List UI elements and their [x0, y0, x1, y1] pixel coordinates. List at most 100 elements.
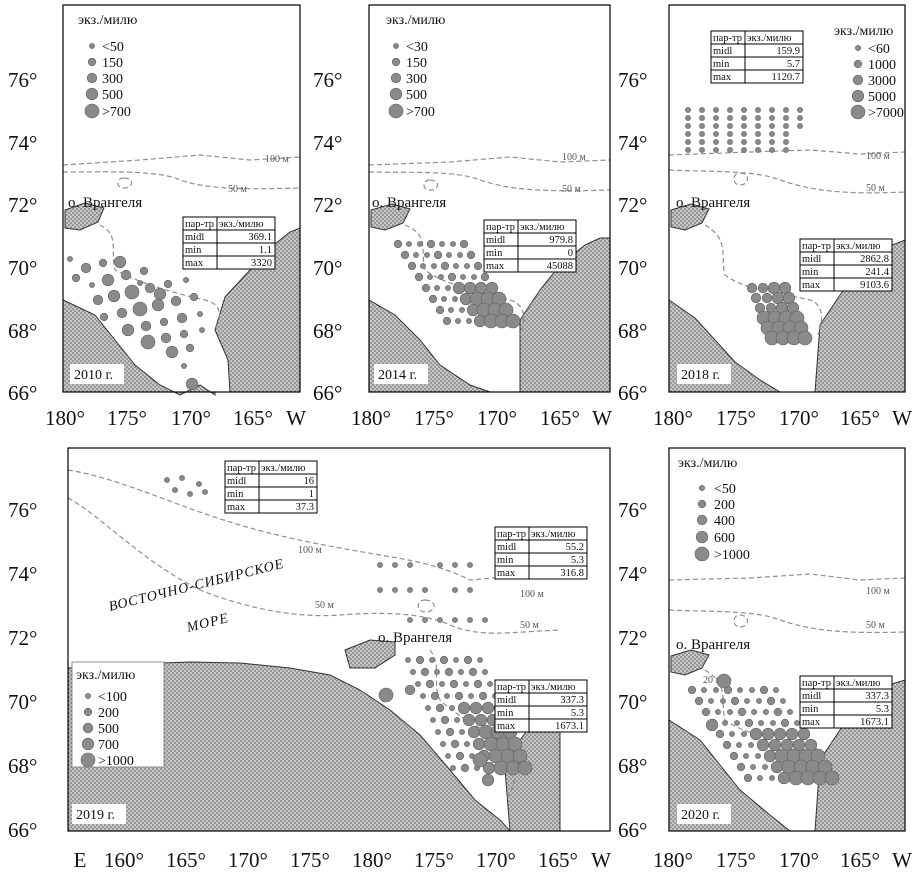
value-min: 5.7 — [787, 59, 800, 70]
y-tick: 74° — [618, 131, 647, 155]
svg-text:2020 г.: 2020 г. — [681, 808, 720, 823]
station-dot — [737, 687, 743, 693]
station-dot — [446, 252, 452, 258]
station-dot — [428, 294, 438, 304]
station-dot — [727, 107, 733, 113]
station-dot — [151, 298, 165, 312]
station-dot — [701, 707, 711, 717]
station-dot — [755, 131, 761, 137]
station-dot — [413, 252, 419, 258]
station-dot — [769, 147, 775, 153]
row-label-midl: midl — [486, 235, 505, 246]
station-dot — [448, 307, 454, 313]
value-midl: 337.3 — [865, 691, 889, 702]
station-dot — [144, 282, 156, 294]
station-dot — [165, 345, 179, 359]
x-tick: 170° — [228, 848, 268, 872]
station-dot — [468, 667, 478, 677]
wrangel-island-2019 — [344, 639, 396, 669]
station-dot — [473, 261, 483, 271]
station-dot — [797, 123, 803, 129]
legend-item-2018-0: <60 — [868, 42, 890, 57]
isobaths-2018: 100 м 50 м — [668, 149, 906, 336]
legend-item-2020-0: <50 — [714, 482, 736, 497]
station-dot — [406, 241, 412, 247]
station-dot — [183, 277, 189, 283]
station-dot — [783, 107, 789, 113]
station-dot — [785, 727, 799, 741]
legend-title-2010: экз./милю — [78, 13, 137, 28]
x-tick: 165° — [840, 848, 880, 872]
station-dot — [699, 139, 705, 145]
table-header-param: пар-тр — [713, 33, 742, 44]
station-dot — [741, 107, 747, 113]
station-dot — [722, 720, 728, 726]
isobath-label-100: 100 м — [866, 586, 891, 597]
table-header-param: пар-тр — [802, 678, 831, 689]
station-dot — [179, 329, 189, 339]
row-label-max: max — [802, 717, 821, 728]
station-dot — [505, 313, 521, 329]
station-dot — [455, 751, 465, 761]
row-label-max: max — [185, 258, 204, 269]
station-dot — [435, 729, 441, 735]
x-tick: W — [892, 406, 912, 430]
station-dot — [457, 252, 463, 258]
station-dot — [458, 669, 464, 675]
legend-2018: экз./милю <60 1000 3000 5000 >7000 — [834, 24, 904, 121]
station-dot — [197, 311, 203, 317]
station-dot — [699, 131, 705, 137]
value-min: 5.3 — [876, 704, 889, 715]
value-min: 241.4 — [865, 267, 889, 278]
station-dot — [773, 727, 787, 741]
station-dot — [466, 250, 476, 260]
isobath-label-50: 50 м — [228, 184, 248, 195]
legend-item-2010-0: <50 — [102, 40, 124, 55]
value-midl: 2862.8 — [860, 254, 889, 265]
station-dot — [99, 312, 109, 322]
x-tick: 165° — [540, 406, 580, 430]
station-dot — [720, 698, 726, 704]
x-axis-2014: 180° 175° 170° 165° W — [351, 406, 612, 430]
legend-item-2010-4: >700 — [102, 105, 131, 120]
svg-text:2018 г.: 2018 г. — [681, 368, 720, 383]
station-dot — [744, 718, 754, 728]
table-header-unit: экз./милю — [836, 241, 881, 252]
y-axis-2018: 76° 74° 72° 70° 68° 66° — [618, 68, 647, 405]
svg-text:2019 г.: 2019 г. — [76, 808, 115, 823]
station-dot — [196, 481, 202, 487]
value-midl: 55.2 — [566, 542, 584, 553]
isobath-label-100: 100 м — [265, 154, 290, 165]
table-header-unit: экз./милю — [261, 463, 306, 474]
station-dot — [737, 707, 747, 717]
station-dot — [442, 316, 452, 326]
station-dot — [392, 587, 398, 593]
catch-dots-2019 — [164, 475, 533, 787]
station-dot — [758, 720, 764, 726]
station-dot — [140, 320, 152, 332]
station-dot — [120, 269, 132, 281]
station-dot — [787, 709, 793, 715]
station-dot — [410, 669, 416, 675]
station-dot — [769, 123, 775, 129]
station-dot — [450, 765, 456, 771]
legend-item-2019-1: 200 — [98, 706, 119, 721]
station-dot — [487, 681, 493, 687]
station-dot — [687, 685, 697, 695]
legend-item-2018-3: 5000 — [868, 90, 896, 105]
station-dot — [464, 263, 470, 269]
station-dot — [424, 252, 430, 258]
station-dot — [727, 147, 733, 153]
station-dot — [160, 332, 172, 344]
station-dot — [467, 725, 481, 739]
station-dot — [797, 330, 813, 346]
station-dot — [450, 241, 456, 247]
catch-dots-2014 — [393, 239, 521, 329]
stats-table-2014: пар-тр экз./милю midl min max 979.8 0 45… — [483, 219, 577, 273]
station-dot — [783, 139, 789, 145]
stats-table-2019-north: пар-тр экз./милю midl min max 55.2 5.3 3… — [494, 526, 588, 580]
panel-frame-2018 — [668, 4, 906, 393]
y-tick: 76° — [8, 498, 37, 522]
station-dot — [685, 115, 691, 121]
stats-table-2018-north: пар-тр экз./милю midl min max 159.9 5.7 … — [710, 30, 804, 84]
